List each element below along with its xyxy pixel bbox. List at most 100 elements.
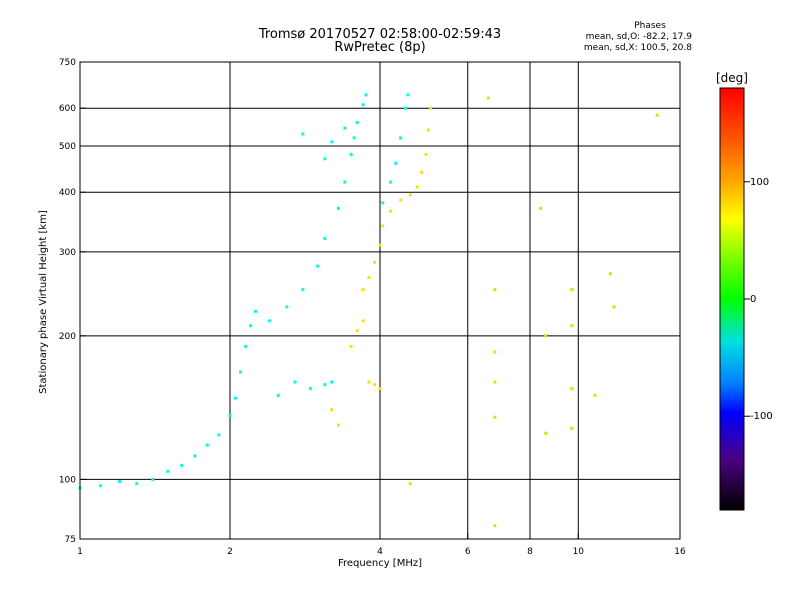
echo-point xyxy=(408,482,412,486)
echo-point xyxy=(253,309,257,313)
y-tick-label: 750 xyxy=(59,58,76,68)
x-tick-label: 16 xyxy=(674,547,686,557)
echo-point xyxy=(117,479,121,483)
colorbar-unit-label: [deg] xyxy=(716,71,748,85)
echo-point xyxy=(394,161,398,165)
x-tick-label: 2 xyxy=(227,547,233,557)
echo-point xyxy=(593,393,597,397)
echo-point xyxy=(323,236,327,240)
x-tick-label: 10 xyxy=(573,547,585,557)
echo-point xyxy=(343,126,347,130)
x-tick-label: 4 xyxy=(377,547,383,557)
echo-point xyxy=(420,170,424,174)
echo-point xyxy=(381,201,385,205)
echo-point xyxy=(544,334,548,338)
echo-point xyxy=(399,136,403,140)
y-tick-label: 400 xyxy=(59,188,76,198)
echo-point xyxy=(330,140,334,144)
chart-title: Tromsø 20170527 02:58:00-02:59:43 xyxy=(258,27,502,42)
echo-point xyxy=(323,157,327,161)
x-tick-label: 6 xyxy=(465,547,471,557)
echo-point xyxy=(343,180,347,184)
echo-point xyxy=(399,198,403,202)
phase-stats-x-mode: mean, sd,X: 100.5, 20.8 xyxy=(583,43,692,53)
echo-point xyxy=(336,206,340,210)
echo-point xyxy=(276,393,280,397)
echo-point xyxy=(228,414,232,418)
echo-point xyxy=(373,260,377,264)
echo-point xyxy=(570,387,574,391)
echo-point xyxy=(244,344,248,348)
echo-point xyxy=(493,524,497,528)
echo-point xyxy=(367,380,371,384)
axis-ticks: 1 2 4 6 8 10 16 75 100 200 300 400 500 600 750 xyxy=(59,58,686,557)
phase-stats-heading: Phases xyxy=(634,21,666,31)
echo-point xyxy=(349,344,353,348)
echo-point xyxy=(486,96,490,100)
echo-point xyxy=(655,113,659,117)
echo-point xyxy=(539,206,543,210)
echo-point xyxy=(403,106,407,110)
echo-point xyxy=(316,264,320,268)
echo-point xyxy=(308,387,312,391)
echo-point xyxy=(349,152,353,156)
colorbar-tick-label: 100 xyxy=(750,177,769,188)
phase-stats-o-mode: mean, sd,O: -82.2, 17.9 xyxy=(585,32,692,42)
echo-point xyxy=(233,396,237,400)
echo-point xyxy=(424,152,428,156)
colorbar-tick-label: 0 xyxy=(750,294,756,305)
y-tick-label: 300 xyxy=(59,248,76,258)
echo-point xyxy=(493,288,497,292)
echo-point xyxy=(217,433,221,437)
echo-point xyxy=(330,380,334,384)
echo-point xyxy=(612,305,616,309)
x-tick-label: 1 xyxy=(77,547,83,557)
echo-point xyxy=(378,387,382,391)
echo-point xyxy=(355,329,359,333)
grid xyxy=(80,62,680,539)
echo-point xyxy=(570,288,574,292)
echo-point xyxy=(389,209,393,213)
echo-point xyxy=(205,443,209,447)
echo-point xyxy=(267,319,271,323)
echo-point xyxy=(570,324,574,328)
echo-point xyxy=(493,350,497,354)
echo-point xyxy=(99,484,103,488)
echo-point xyxy=(293,380,297,384)
echo-point xyxy=(415,185,419,189)
echo-point xyxy=(249,324,253,328)
echo-point xyxy=(193,454,197,458)
echo-point xyxy=(408,193,412,197)
echo-point xyxy=(323,383,327,387)
echo-point xyxy=(301,288,305,292)
chart-subtitle: RwPretec (8p) xyxy=(334,40,426,55)
echo-point xyxy=(336,423,340,427)
echo-point xyxy=(352,136,356,140)
echo-point xyxy=(135,482,139,486)
x-axis-label: Frequency [MHz] xyxy=(337,558,423,569)
echo-point xyxy=(355,121,359,125)
echo-point xyxy=(381,224,385,228)
echo-point xyxy=(544,431,548,435)
y-tick-label: 600 xyxy=(59,104,76,114)
echo-point xyxy=(426,128,430,132)
colorbar-tick-label: -100 xyxy=(750,411,773,422)
echo-point xyxy=(361,319,365,323)
phase-colorbar xyxy=(719,87,745,511)
echo-point xyxy=(166,469,170,473)
echo-point xyxy=(180,463,184,467)
echo-point xyxy=(301,132,305,136)
y-tick-label: 75 xyxy=(65,535,76,545)
echo-point xyxy=(151,477,155,481)
echo-point xyxy=(285,305,289,309)
colorbar-ticks: 100 0 -100 xyxy=(744,177,773,422)
echo-point xyxy=(367,276,371,280)
echo-point xyxy=(361,103,365,107)
echo-point xyxy=(364,93,368,97)
echo-point xyxy=(239,370,243,374)
x-tick-label: 8 xyxy=(527,547,533,557)
echo-points xyxy=(78,93,659,528)
y-tick-label: 200 xyxy=(59,332,76,342)
echo-point xyxy=(361,288,365,292)
